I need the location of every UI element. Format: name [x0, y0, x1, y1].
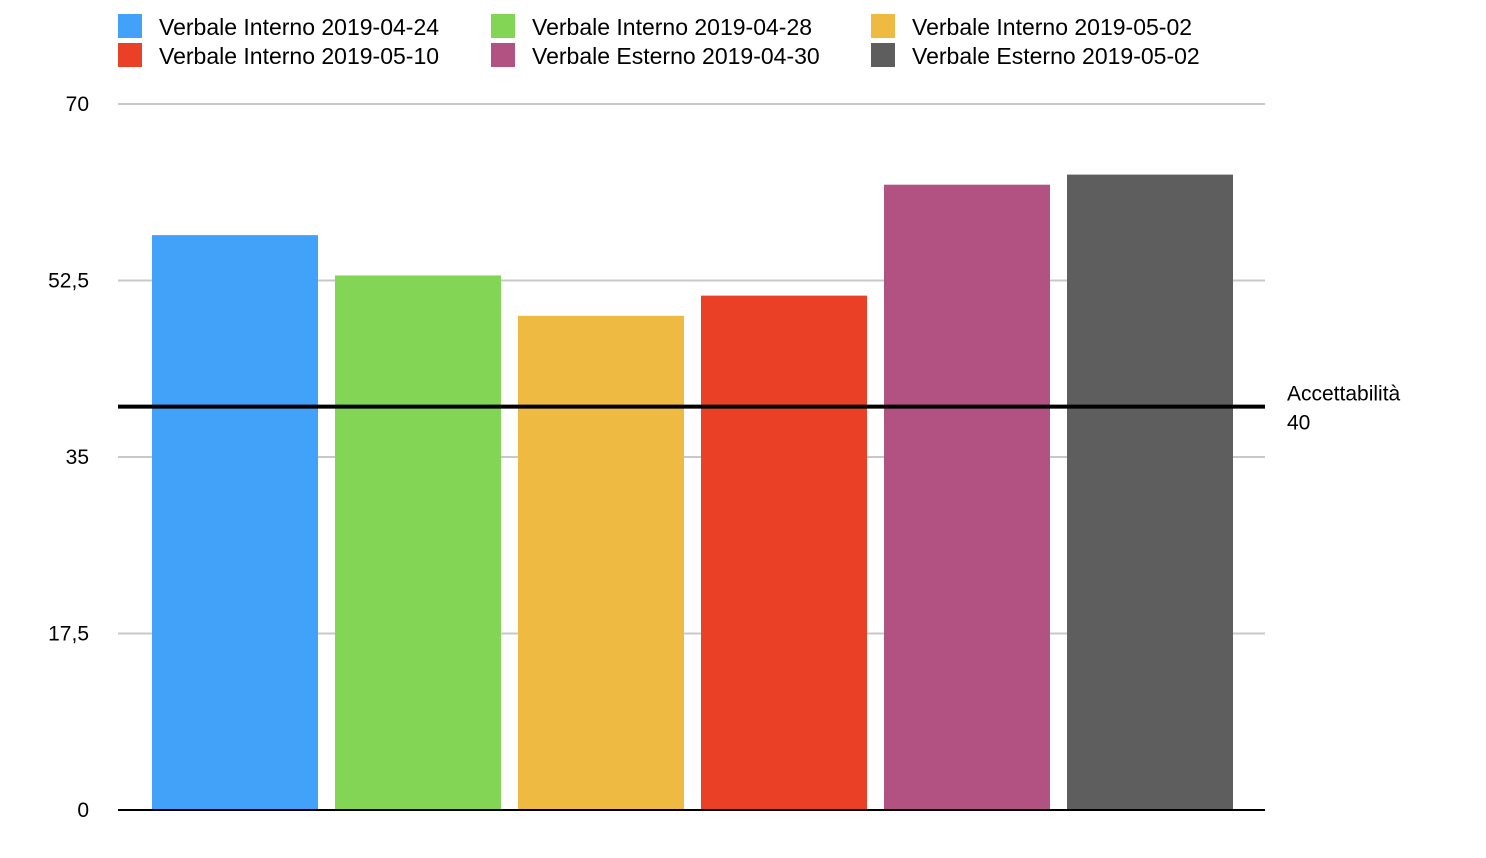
legend-item: Verbale Esterno 2019-04-30 — [491, 43, 820, 69]
legend-label: Verbale Interno 2019-04-24 — [159, 14, 439, 40]
legend-item: Verbale Esterno 2019-05-02 — [871, 43, 1200, 69]
legend-swatch — [491, 43, 515, 67]
legend-swatch — [871, 14, 895, 38]
bar — [335, 275, 501, 810]
bar — [152, 235, 318, 811]
legend-swatch — [118, 14, 142, 38]
legend-swatch — [491, 14, 515, 38]
y-tick-label: 0 — [77, 799, 89, 822]
bar — [701, 295, 867, 811]
bars — [152, 174, 1233, 811]
legend-item: Verbale Interno 2019-04-28 — [491, 14, 812, 40]
legend-swatch — [871, 43, 895, 67]
legend-item: Verbale Interno 2019-05-02 — [871, 14, 1192, 40]
reference-line-label: Accettabilità — [1287, 383, 1401, 406]
legend-item: Verbale Interno 2019-05-10 — [118, 43, 439, 69]
reference-line-value: 40 — [1287, 412, 1310, 435]
legend-label: Verbale Interno 2019-05-10 — [159, 43, 439, 69]
legend-label: Verbale Esterno 2019-05-02 — [912, 43, 1200, 69]
bar — [518, 315, 684, 810]
y-tick-label: 35 — [66, 446, 89, 469]
bar — [1067, 174, 1233, 811]
chart-legend: Verbale Interno 2019-04-24 Verbale Intern… — [118, 14, 1200, 69]
legend-label: Verbale Interno 2019-04-28 — [532, 14, 812, 40]
y-axis-ticks: 0 17,5 35 52,5 70 — [48, 93, 89, 822]
legend-label: Verbale Interno 2019-05-02 — [912, 14, 1192, 40]
y-tick-label: 17,5 — [48, 623, 89, 646]
y-tick-label: 52,5 — [48, 270, 89, 293]
y-tick-label: 70 — [66, 93, 89, 116]
legend-label: Verbale Esterno 2019-04-30 — [532, 43, 820, 69]
bar — [884, 184, 1050, 810]
reference-line: Accettabilità 40 — [118, 383, 1401, 435]
legend-item: Verbale Interno 2019-04-24 — [118, 14, 439, 40]
legend-swatch — [118, 43, 142, 67]
